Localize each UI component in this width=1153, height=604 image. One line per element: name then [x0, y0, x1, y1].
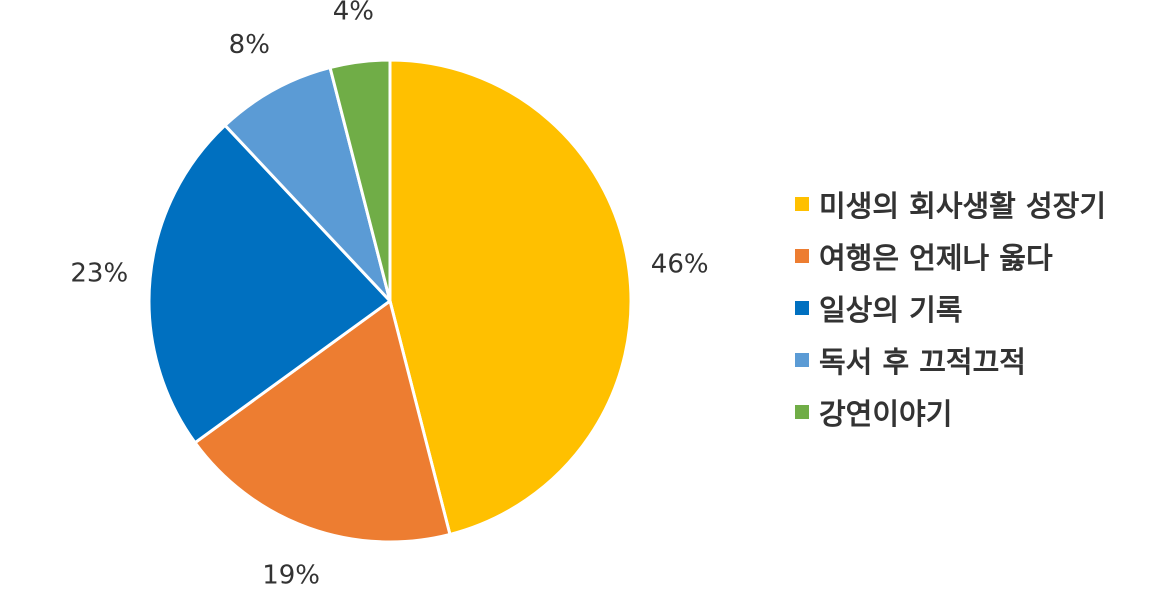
legend-label-3: 독서 후 끄적끄적: [819, 345, 1026, 379]
legend-swatch-4: [795, 405, 809, 419]
legend-label-1: 여행은 언제나 옳다: [819, 241, 1053, 275]
pie-slice-2: [147, 123, 392, 445]
legend-swatch-2: [795, 301, 809, 315]
slice-label-2: 23%: [70, 259, 128, 289]
legend-label-4: 강연이야기: [819, 397, 953, 431]
legend-item-3: 독서 후 끄적끄적: [795, 334, 1106, 386]
legend-item-4: 강연이야기: [795, 386, 1106, 438]
legend-item-2: 일상의 기록: [795, 282, 1106, 334]
legend: 미생의 회사생활 성장기 여행은 언제나 옳다 일상의 기록 독서 후 끄적끄적…: [795, 178, 1106, 438]
legend-swatch-1: [795, 249, 809, 263]
legend-label-0: 미생의 회사생활 성장기: [819, 189, 1106, 223]
slice-label-0: 46%: [651, 249, 709, 279]
slice-label-1: 19%: [262, 561, 320, 591]
pie-slice-0: [388, 58, 633, 536]
pie-slice-4: [328, 58, 392, 303]
legend-swatch-3: [795, 353, 809, 367]
legend-label-2: 일상의 기록: [819, 293, 963, 327]
legend-item-1: 여행은 언제나 옳다: [795, 230, 1106, 282]
legend-item-0: 미생의 회사생활 성장기: [795, 178, 1106, 230]
pie-slice-3: [223, 66, 392, 303]
slice-label-3: 8%: [229, 30, 270, 60]
pie-slice-1: [193, 299, 452, 544]
slice-label-4: 4%: [333, 0, 374, 26]
legend-swatch-0: [795, 197, 809, 211]
